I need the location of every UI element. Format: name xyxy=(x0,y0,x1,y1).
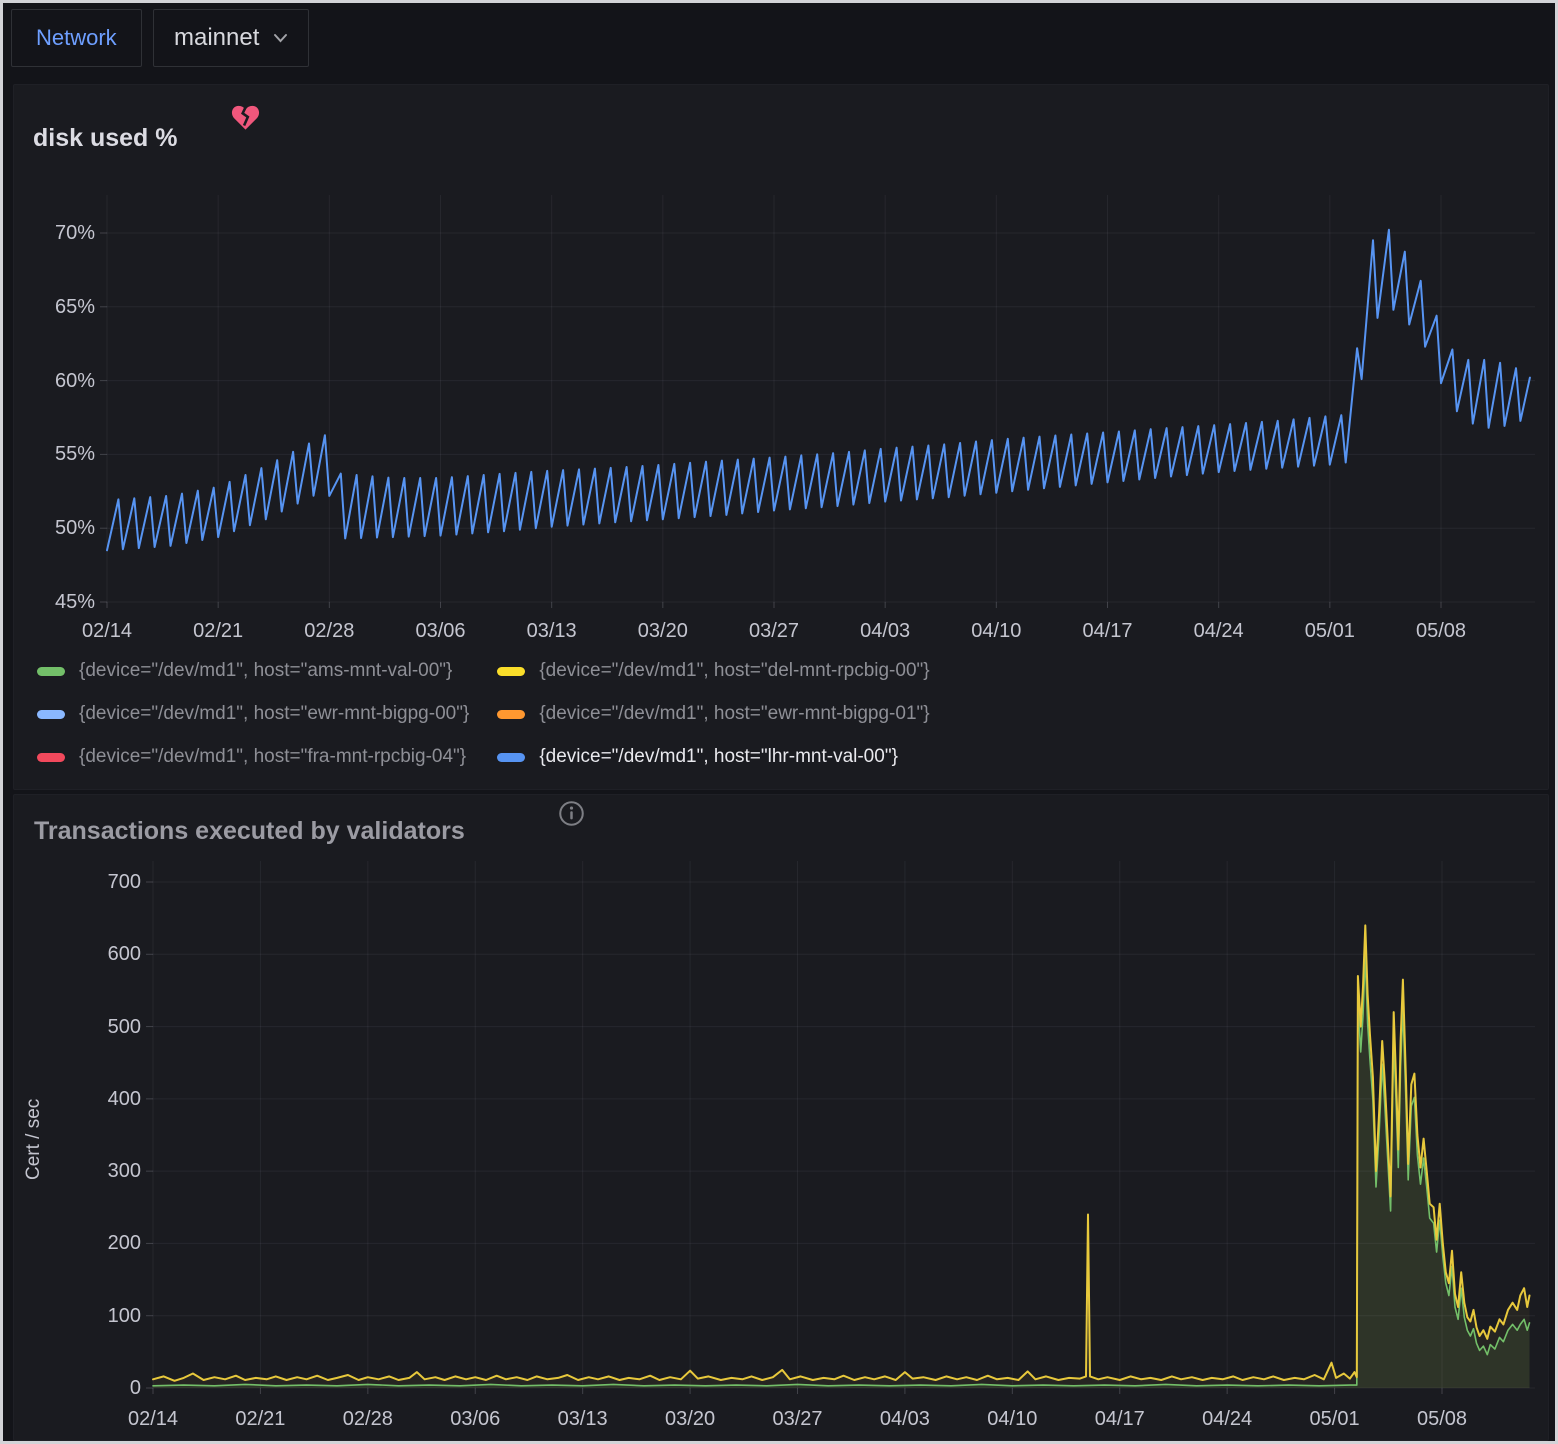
network-variable-dropdown[interactable]: mainnet xyxy=(153,9,309,67)
panel-title-disk-used: disk used % xyxy=(33,124,178,153)
transactions-y-tick-label: 600 xyxy=(41,942,141,966)
transactions-y-tick-label: 200 xyxy=(41,1231,141,1255)
transactions-chart-plot[interactable] xyxy=(153,861,1535,1388)
disk-used-x-tick-label: 03/27 xyxy=(714,619,834,643)
transactions-x-tick-label: 04/10 xyxy=(952,1407,1072,1431)
disk-used-chart-plot[interactable] xyxy=(107,195,1535,602)
transactions-x-tick-label: 03/27 xyxy=(738,1407,858,1431)
legend-label: {device="/dev/md1", host="lhr-mnt-val-00… xyxy=(539,746,898,768)
disk-used-y-tick-label: 50% xyxy=(0,516,95,540)
disk-used-y-tick-label: 55% xyxy=(0,442,95,466)
transactions-x-tick-label: 03/13 xyxy=(523,1407,643,1431)
disk-used-y-tick-label: 45% xyxy=(0,590,95,614)
network-variable-label: Network xyxy=(36,25,117,51)
legend-label: {device="/dev/md1", host="ewr-mnt-bigpg-… xyxy=(79,703,469,725)
transactions-x-tick-label: 03/20 xyxy=(630,1407,750,1431)
transactions-x-tick-label: 04/17 xyxy=(1060,1407,1180,1431)
disk-used-x-tick-label: 03/20 xyxy=(603,619,723,643)
transactions-x-tick-label: 03/06 xyxy=(415,1407,535,1431)
legend-item-ewr-mnt-bigpg-01[interactable]: {device="/dev/md1", host="ewr-mnt-bigpg-… xyxy=(497,703,929,725)
broken-heart-icon[interactable] xyxy=(230,103,261,133)
transactions-x-tick-label: 02/14 xyxy=(93,1407,213,1431)
series-color-swatch xyxy=(497,667,525,676)
transactions-x-tick-label: 02/21 xyxy=(200,1407,320,1431)
disk-used-x-tick-label: 02/14 xyxy=(47,619,167,643)
disk-used-x-tick-label: 04/10 xyxy=(936,619,1056,643)
transactions-x-tick-label: 04/03 xyxy=(845,1407,965,1431)
legend-label: {device="/dev/md1", host="ams-mnt-val-00… xyxy=(79,660,452,682)
transactions-x-tick-label: 02/28 xyxy=(308,1407,428,1431)
legend-item-fra-mnt-rpcbig-04[interactable]: {device="/dev/md1", host="fra-mnt-rpcbig… xyxy=(37,746,469,768)
legend-item-lhr-mnt-val-00[interactable]: {device="/dev/md1", host="lhr-mnt-val-00… xyxy=(497,746,929,768)
network-variable-value: mainnet xyxy=(174,24,259,52)
legend-label: {device="/dev/md1", host="del-mnt-rpcbig… xyxy=(539,660,929,682)
transactions-y-tick-label: 100 xyxy=(41,1304,141,1328)
series-color-swatch xyxy=(37,667,65,676)
series-color-swatch xyxy=(497,710,525,719)
chevron-down-icon xyxy=(273,33,288,43)
transactions-y-tick-label: 700 xyxy=(41,870,141,894)
series-legend: {device="/dev/md1", host="ams-mnt-val-00… xyxy=(37,660,930,768)
legend-item-ewr-mnt-bigpg-00[interactable]: {device="/dev/md1", host="ewr-mnt-bigpg-… xyxy=(37,703,469,725)
info-icon[interactable] xyxy=(558,800,585,827)
grafana-dashboard: Network mainnet disk used % Transactions… xyxy=(0,0,1558,1444)
disk-used-x-tick-label: 04/03 xyxy=(825,619,945,643)
legend-label: {device="/dev/md1", host="ewr-mnt-bigpg-… xyxy=(539,703,929,725)
panel-title-transactions: Transactions executed by validators xyxy=(34,817,465,846)
transactions-y-tick-label: 400 xyxy=(41,1087,141,1111)
transactions-y-tick-label: 0 xyxy=(41,1376,141,1400)
disk-used-x-tick-label: 03/13 xyxy=(492,619,612,643)
transactions-x-tick-label: 05/01 xyxy=(1275,1407,1395,1431)
disk-used-y-tick-label: 70% xyxy=(0,221,95,245)
disk-used-x-tick-label: 04/17 xyxy=(1048,619,1168,643)
transactions-y-tick-label: 500 xyxy=(41,1015,141,1039)
disk-used-y-tick-label: 65% xyxy=(0,295,95,319)
series-color-swatch xyxy=(37,753,65,762)
series-color-swatch xyxy=(37,710,65,719)
transactions-x-tick-label: 05/08 xyxy=(1382,1407,1502,1431)
disk-used-x-tick-label: 02/21 xyxy=(158,619,278,643)
disk-used-x-tick-label: 04/24 xyxy=(1159,619,1279,643)
series-color-swatch xyxy=(497,753,525,762)
disk-used-x-tick-label: 05/01 xyxy=(1270,619,1390,643)
legend-label: {device="/dev/md1", host="fra-mnt-rpcbig… xyxy=(79,746,466,768)
disk-used-x-tick-label: 02/28 xyxy=(269,619,389,643)
legend-item-ams-mnt-val-00[interactable]: {device="/dev/md1", host="ams-mnt-val-00… xyxy=(37,660,469,682)
disk-used-x-tick-label: 03/06 xyxy=(381,619,501,643)
transactions-y-tick-label: 300 xyxy=(41,1159,141,1183)
network-variable-label-box: Network xyxy=(11,9,142,67)
disk-used-y-tick-label: 60% xyxy=(0,369,95,393)
disk-used-x-tick-label: 05/08 xyxy=(1381,619,1501,643)
legend-item-del-mnt-rpcbig-00[interactable]: {device="/dev/md1", host="del-mnt-rpcbig… xyxy=(497,660,929,682)
transactions-x-tick-label: 04/24 xyxy=(1167,1407,1287,1431)
